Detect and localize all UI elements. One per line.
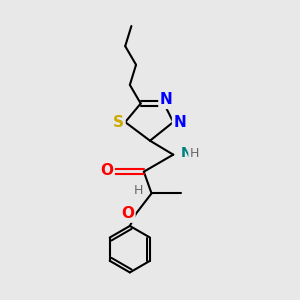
Text: H: H <box>189 147 199 160</box>
Text: S: S <box>113 115 124 130</box>
Text: O: O <box>121 206 134 221</box>
Text: N: N <box>160 92 173 107</box>
Text: H: H <box>134 184 143 197</box>
Text: N: N <box>174 115 186 130</box>
Text: N: N <box>181 146 193 160</box>
Text: O: O <box>100 163 113 178</box>
